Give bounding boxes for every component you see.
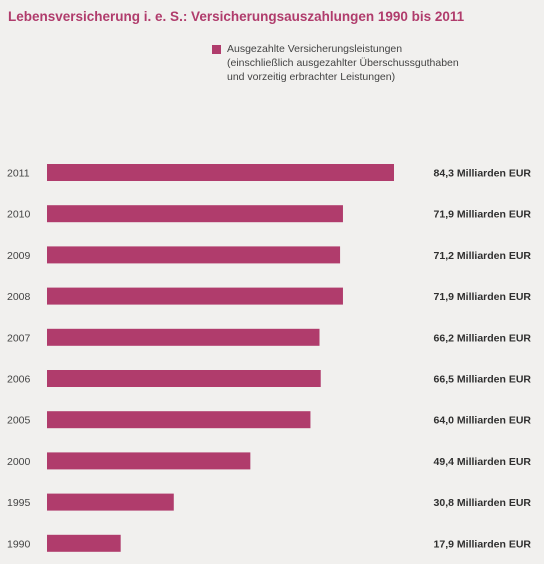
value-label: 71,9 Milliarden EUR: [434, 209, 532, 221]
value-label: 64,0 Milliarden EUR: [434, 415, 532, 427]
year-label: 1990: [7, 538, 31, 550]
bar-2000: [47, 452, 251, 470]
year-label: 2006: [7, 374, 31, 386]
year-label: 2007: [7, 332, 31, 344]
bar-2006: [47, 370, 321, 387]
value-label: 49,4 Milliarden EUR: [434, 456, 532, 468]
value-label: 71,9 Milliarden EUR: [434, 291, 532, 303]
year-label: 2008: [7, 291, 31, 303]
value-label: 71,2 Milliarden EUR: [434, 250, 532, 262]
value-label: 66,5 Milliarden EUR: [434, 374, 532, 386]
bar-2005: [47, 411, 311, 429]
year-label: 2005: [7, 415, 31, 427]
bar-2010: [47, 205, 343, 223]
bar-2008: [47, 287, 343, 305]
legend-line: Ausgezahlte Versicherungsleistungen: [227, 43, 403, 55]
year-label: 2011: [7, 168, 30, 180]
legend-swatch: [212, 45, 221, 54]
value-label: 30,8 Milliarden EUR: [434, 497, 532, 509]
value-label: 17,9 Milliarden EUR: [434, 538, 532, 550]
value-label: 66,2 Milliarden EUR: [434, 332, 532, 344]
bar-2011: [47, 164, 394, 181]
bar-2007: [47, 328, 320, 346]
year-label: 2010: [7, 209, 31, 221]
legend: Ausgezahlte Versicherungsleistungen (ein…: [212, 42, 459, 84]
value-label: 84,3 Milliarden EUR: [434, 168, 532, 180]
year-label: 2000: [7, 456, 31, 468]
bar-1990: [47, 534, 121, 552]
bar-1995: [47, 493, 174, 511]
legend-line: (einschließlich ausgezahlter Überschussg…: [227, 57, 459, 69]
year-label: 2009: [7, 250, 31, 262]
chart-title: Lebensversicherung i. e. S.: Versicherun…: [8, 9, 465, 24]
year-label: 1995: [7, 497, 31, 509]
legend-line: und vorzeitig erbrachter Leistungen): [227, 71, 396, 83]
legend-text: Ausgezahlte Versicherungsleistungen (ein…: [227, 42, 459, 84]
bar-2009: [47, 246, 341, 264]
